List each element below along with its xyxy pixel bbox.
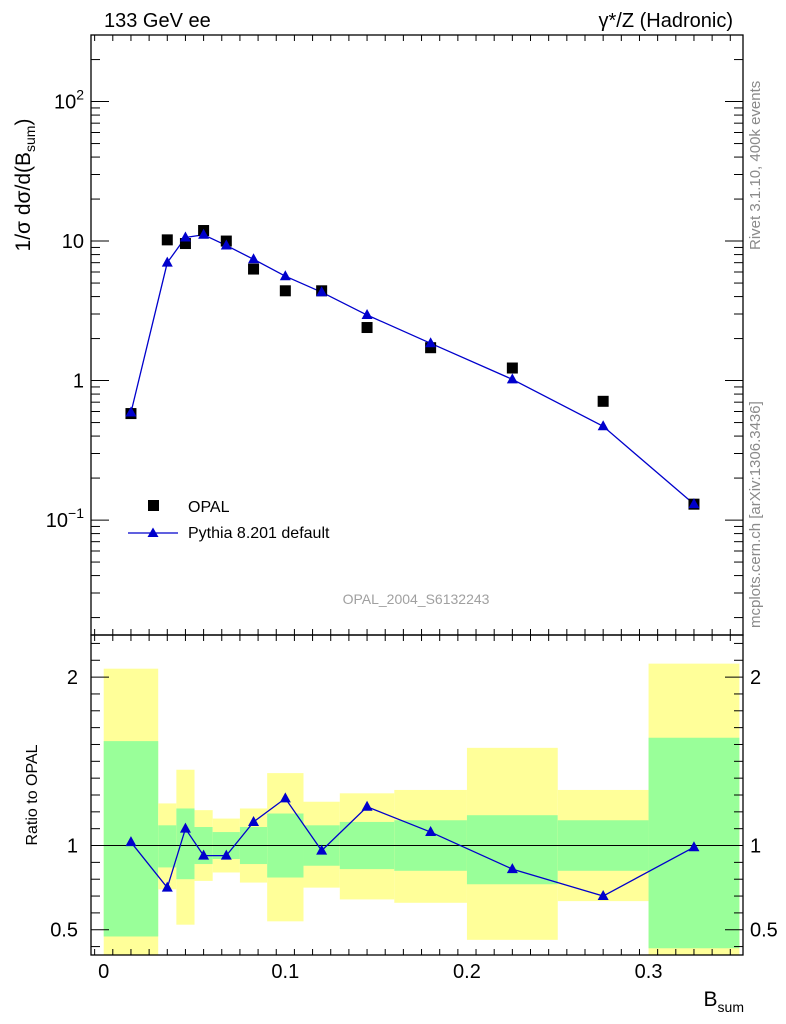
main-point-pythia <box>361 309 373 320</box>
ratio-point-pythia <box>506 863 518 874</box>
main-point-pythia <box>688 498 700 509</box>
main-y-tick-label-base: 10 <box>46 510 68 532</box>
legend: OPAL Pythia 8.201 default <box>128 499 330 542</box>
ratio-point-pythia <box>597 890 609 901</box>
main-y-tick-label-exp: −1 <box>68 505 84 521</box>
ratio-x-tick-label: 0.3 <box>635 961 663 983</box>
ratio-band-inner <box>176 808 195 880</box>
main-y-axis-label-sub: sum <box>22 126 38 152</box>
rivet-version-label: Rivet 3.1.10, 400k events <box>747 81 764 250</box>
process-label: γ*/Z (Hadronic) <box>599 10 733 32</box>
ratio-axis-ticks <box>91 635 743 955</box>
ratio-y-tick-label-left: 1 <box>67 836 78 858</box>
legend-marker-pythia <box>147 527 159 537</box>
ratio-point-pythia <box>220 849 232 860</box>
main-axis-ticks <box>91 34 743 635</box>
main-point-pythia <box>279 270 291 281</box>
ratio-series-mc <box>125 792 700 901</box>
main-y-tick-label: 10−1 <box>46 505 84 532</box>
x-axis-label-text: B <box>704 988 718 1011</box>
ratio-band-inner <box>466 815 558 885</box>
ratio-y-tick-label-right: 2 <box>750 667 761 689</box>
main-point-pythia <box>220 239 232 250</box>
main-point-opal <box>179 238 191 250</box>
ratio-x-tick-labels: 0 0.1 0.2 0.3 <box>98 961 662 983</box>
ratio-x-tick-label: 0 <box>98 961 109 983</box>
main-y-tick-label: 10 <box>62 231 84 253</box>
main-point-pythia <box>506 373 518 384</box>
ratio-point-pythia <box>161 881 173 892</box>
x-axis-label-sub: sum <box>718 999 744 1015</box>
main-point-opal <box>279 285 291 297</box>
main-point-pythia <box>316 286 328 297</box>
ratio-y-tick-labels: 0.5 0.5 1 1 2 2 <box>50 667 778 942</box>
ratio-y-tick-label-left: 0.5 <box>50 920 78 942</box>
ratio-y-tick-label-right: 1 <box>750 836 761 858</box>
main-y-tick-label-exp: 2 <box>76 87 84 103</box>
main-point-opal <box>506 362 518 374</box>
main-point-pythia <box>425 337 437 348</box>
analysis-id-label: OPAL_2004_S6132243 <box>343 591 490 607</box>
main-y-tick-label-base: 10 <box>54 92 76 114</box>
ratio-point-pythia <box>179 822 191 833</box>
ratio-uncertainty-bands <box>103 663 740 955</box>
ratio-point-pythia <box>688 841 700 852</box>
legend-marker-opal <box>148 500 159 511</box>
ratio-point-pythia <box>361 800 373 811</box>
main-point-opal <box>597 395 609 407</box>
ratio-point-pythia <box>425 826 437 837</box>
ratio-point-pythia <box>316 844 328 855</box>
mcplots-credit-label: mcplots.cern.ch [arXiv:1306.3436] <box>747 401 764 628</box>
energy-label: 133 GeV ee <box>104 10 211 32</box>
ratio-band-inner <box>158 825 177 868</box>
ratio-y-tick-label-right: 0.5 <box>750 920 778 942</box>
ratio-y-axis-label: Ratio to OPAL <box>24 744 41 845</box>
main-point-opal <box>248 263 260 275</box>
main-point-opal <box>361 322 373 334</box>
main-y-axis-label: 1/σ dσ/d(Bsum) <box>12 119 38 252</box>
main-point-pythia <box>161 256 173 267</box>
ratio-point-pythia <box>125 836 137 847</box>
legend-label-pythia: Pythia 8.201 default <box>188 525 330 542</box>
main-point-pythia <box>198 228 210 239</box>
main-point-pythia <box>125 406 137 417</box>
main-point-pythia <box>597 420 609 431</box>
main-y-axis-label-close: ) <box>12 119 35 126</box>
main-point-pythia <box>179 231 191 242</box>
main-point-opal <box>161 234 173 246</box>
x-axis-label: Bsum <box>704 988 744 1015</box>
main-y-tick-label: 102 <box>54 87 84 114</box>
ratio-y-tick-label-left: 2 <box>67 667 78 689</box>
main-y-axis-label-text: 1/σ dσ/d(B <box>12 152 35 251</box>
main-point-opal <box>425 342 437 354</box>
main-point-pythia <box>248 253 260 264</box>
ratio-x-tick-label: 0.1 <box>271 961 299 983</box>
ratio-point-pythia <box>248 815 260 826</box>
legend-label-opal: OPAL <box>188 499 230 516</box>
main-y-tick-label: 1 <box>73 371 84 393</box>
main-line-pythia <box>130 234 695 505</box>
ratio-x-tick-label: 0.2 <box>453 961 481 983</box>
ratio-point-pythia <box>279 792 291 803</box>
ratio-point-pythia <box>198 849 210 860</box>
main-plot-series <box>125 225 700 510</box>
main-plot-frame <box>90 34 744 636</box>
